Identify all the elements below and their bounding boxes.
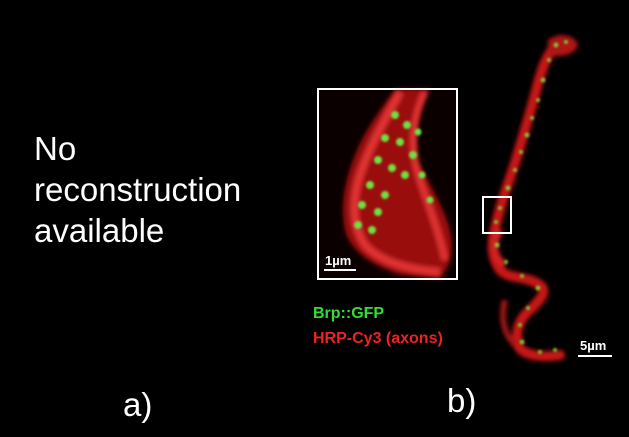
main-scale-bar <box>578 355 612 357</box>
caption-a: a) <box>123 386 153 423</box>
inset-scale-bar <box>324 269 356 271</box>
inset-image <box>318 89 457 279</box>
caption-b: b) <box>447 382 477 419</box>
inset-scale-label: 1µm <box>325 253 352 268</box>
no-reconstruction-message: No reconstruction available <box>34 128 241 251</box>
message-line-1: No <box>34 130 77 167</box>
message-line-3: available <box>34 212 165 249</box>
brp-puncta <box>494 40 568 354</box>
legend-hrp-cy3: HRP-Cy3 (axons) <box>313 330 443 347</box>
legend-brp-gfp: Brp::GFP <box>313 305 385 322</box>
main-scale-label: 5µm <box>580 338 607 353</box>
inset-frame <box>317 88 458 280</box>
region-of-interest-box <box>482 196 512 234</box>
message-line-2: reconstruction <box>34 171 242 208</box>
